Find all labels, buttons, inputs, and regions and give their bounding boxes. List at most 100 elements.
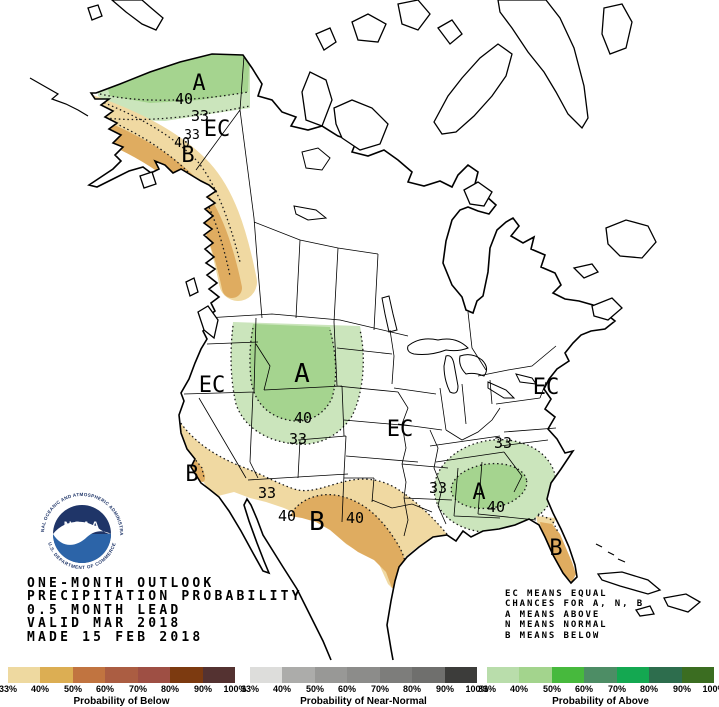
color-swatch [8, 667, 41, 683]
legend-note-line-4: N MEANS NORMAL [505, 620, 608, 631]
colorbar-near-ticks: 33% 40% 50% 60% 70% 80% 90% 100% [241, 684, 489, 695]
legend-note: EC MEANS EQUAL CHANCES FOR A, N, B A MEA… [505, 589, 644, 641]
colorbar-below-ticks: 33% 40% 50% 60% 70% 80% 90% 100% [0, 684, 247, 695]
color-swatch [444, 667, 477, 683]
region-florida-below-40 [540, 522, 576, 582]
tick-label: 80% [402, 684, 422, 694]
label-central-ec: EC [387, 417, 414, 442]
tick-label: 70% [370, 684, 390, 694]
tick-label: 100% [465, 684, 489, 694]
label-alaska-40: 40 [175, 90, 193, 108]
tick-label: 70% [607, 684, 627, 694]
label-ak-b-40: 40 [174, 136, 190, 151]
color-swatch [347, 667, 380, 683]
colorbar-above: 33% 40% 50% 60% 70% 80% 90% 100% Probabi… [478, 667, 719, 707]
colorbar-near-normal: 33% 40% 50% 60% 70% 80% 90% 100% Probabi… [241, 667, 489, 707]
colorbar-below-caption: Probability of Below [73, 696, 170, 707]
title-line-1: ONE-MONTH OUTLOOK [27, 576, 215, 591]
tick-label: 50% [305, 684, 325, 694]
tick-label: 50% [63, 684, 83, 694]
color-swatch [202, 667, 235, 683]
tick-label: 90% [672, 684, 692, 694]
state-province-borders [183, 55, 557, 537]
label-alaska-ec: EC [204, 117, 231, 142]
tick-label: 100% [223, 684, 247, 694]
colorbar-near-caption: Probability of Near-Normal [300, 696, 427, 707]
tick-label: 90% [193, 684, 213, 694]
color-swatch [379, 667, 413, 683]
title-line-3: 0.5 MONTH LEAD [27, 602, 182, 618]
label-rockies-a: A [294, 359, 310, 389]
label-se-a: A [472, 480, 485, 505]
legend-note-line-3: A MEANS ABOVE [505, 609, 601, 620]
legend-note-line-1: EC MEANS EQUAL [505, 589, 608, 599]
color-swatch [551, 667, 585, 683]
color-swatch [250, 667, 283, 683]
color-swatch [105, 667, 138, 683]
label-rockies-33: 33 [289, 430, 307, 448]
color-swatch [487, 667, 520, 683]
tick-label: 80% [639, 684, 659, 694]
mainland-coastline [87, 53, 617, 661]
title-line-2: PRECIPITATION PROBABILITY [27, 589, 303, 605]
islands [87, 0, 702, 617]
map-labels: A 40 33 EC 33 40 B EC A 40 33 EC EC B 33… [174, 71, 562, 561]
color-swatch [584, 667, 617, 683]
color-swatch [412, 667, 445, 683]
label-sw-40-left: 40 [278, 507, 296, 525]
label-alaska-a: A [192, 71, 205, 96]
label-se-33-top: 33 [494, 434, 512, 452]
colorbar-near-boxes [250, 667, 477, 683]
colorbar-above-caption: Probability of Above [552, 696, 649, 707]
color-swatch [40, 667, 73, 683]
label-alaska-b: B [181, 143, 194, 168]
tick-label: 70% [128, 684, 148, 694]
tick-label: 60% [574, 684, 594, 694]
lakes [293, 147, 538, 399]
colorbar-below: 33% 40% 50% 60% 70% 80% 90% 100% Probabi… [0, 667, 247, 707]
label-rockies-40: 40 [294, 409, 312, 427]
label-alaska-33: 33 [191, 107, 209, 125]
color-swatch [137, 667, 171, 683]
color-swatch [72, 667, 106, 683]
noaa-logo: NOAA NATIONAL OCEANIC AND ATMOSPHERIC AD… [0, 0, 128, 580]
colorbar-below-boxes [8, 667, 235, 683]
siberia-coast [29, 77, 626, 563]
color-swatch [616, 667, 650, 683]
tick-label: 100% [702, 684, 719, 694]
label-sw-40-right: 40 [346, 509, 364, 527]
color-swatch [314, 667, 348, 683]
legend-note-line-2: CHANCES FOR A, N, B [505, 599, 645, 610]
color-swatch [519, 667, 552, 683]
tick-label: 40% [272, 684, 292, 694]
label-northeast-ec: EC [533, 375, 560, 400]
region-southeast-above-40 [451, 463, 527, 509]
colorbar-above-ticks: 33% 40% 50% 60% 70% 80% 90% 100% [478, 684, 719, 695]
color-swatch [282, 667, 315, 683]
label-west-ec: EC [199, 373, 226, 398]
noaa-seagull-icon [53, 521, 111, 545]
colorbar-above-boxes [487, 667, 714, 683]
label-florida-b: B [549, 536, 562, 561]
region-rockies-above-40 [249, 324, 336, 422]
tick-label: 50% [542, 684, 562, 694]
tick-label: 33% [240, 684, 260, 694]
color-swatch [170, 667, 203, 683]
label-texas-b: B [309, 507, 325, 537]
color-swatch [649, 667, 682, 683]
color-swatch [681, 667, 714, 683]
region-alaska-below-40 [89, 112, 242, 298]
noaa-acronym: NOAA [64, 520, 100, 532]
label-se-40: 40 [487, 498, 505, 516]
tick-label: 40% [30, 684, 50, 694]
region-texas-below-40 [290, 494, 407, 592]
tick-label: 40% [509, 684, 529, 694]
tick-label: 33% [477, 684, 497, 694]
tick-label: 33% [0, 684, 18, 694]
title-line-4: VALID MAR 2018 [27, 616, 182, 632]
label-se-33-left: 33 [429, 479, 447, 497]
title-line-5: MADE 15 FEB 2018 [27, 629, 204, 645]
legend-note-line-5: B MEANS BELOW [505, 630, 601, 641]
